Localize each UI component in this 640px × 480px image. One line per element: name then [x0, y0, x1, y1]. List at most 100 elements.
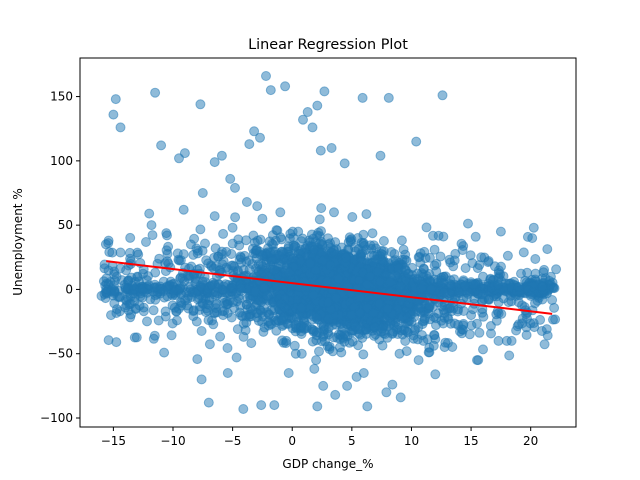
data-point: [326, 143, 337, 153]
data-point: [269, 400, 280, 411]
data-point: [120, 282, 131, 293]
data-point: [460, 263, 471, 274]
data-point: [191, 316, 202, 327]
data-point: [208, 263, 219, 274]
data-point: [537, 281, 548, 292]
x-tick-label: 0: [288, 434, 296, 448]
data-point: [296, 348, 307, 359]
data-point: [178, 204, 189, 215]
data-point: [234, 240, 245, 251]
data-point: [317, 239, 327, 250]
data-point: [355, 293, 366, 303]
data-point: [342, 380, 353, 391]
data-point: [302, 107, 313, 117]
data-point: [325, 260, 336, 271]
data-point: [146, 220, 157, 231]
data-point: [131, 332, 142, 343]
data-point: [381, 387, 392, 398]
data-point: [418, 335, 429, 346]
data-point: [319, 86, 330, 97]
data-point: [307, 336, 318, 347]
data-point: [406, 316, 417, 327]
data-point: [222, 343, 233, 353]
data-point: [428, 230, 438, 241]
data-point: [162, 230, 172, 241]
data-point: [142, 316, 152, 327]
data-point: [265, 247, 276, 258]
data-point: [288, 253, 299, 264]
data-point: [436, 278, 447, 288]
data-point: [375, 150, 386, 161]
data-point: [241, 235, 252, 246]
data-point: [245, 294, 256, 305]
data-point: [110, 94, 121, 105]
data-point: [256, 400, 267, 411]
data-point: [293, 226, 304, 237]
data-point: [312, 401, 323, 412]
data-point: [120, 302, 131, 313]
data-point: [192, 248, 203, 259]
data-point: [238, 331, 249, 342]
data-point: [464, 329, 475, 340]
x-tick-label: −5: [224, 434, 242, 448]
data-point: [241, 197, 252, 207]
data-point: [230, 182, 240, 193]
data-point: [271, 225, 282, 236]
data-point: [438, 231, 449, 242]
data-point: [115, 247, 126, 258]
data-point: [195, 224, 206, 235]
data-point: [283, 368, 294, 378]
data-point: [162, 256, 173, 267]
data-point: [220, 287, 231, 298]
data-point: [315, 145, 326, 156]
data-point: [416, 283, 427, 294]
data-point: [495, 226, 506, 237]
data-point: [530, 254, 541, 264]
data-point: [265, 85, 276, 96]
data-point: [382, 303, 393, 314]
data-point: [357, 92, 368, 103]
data-point: [213, 251, 223, 262]
data-point: [346, 310, 357, 321]
data-point: [372, 267, 383, 278]
data-point: [506, 335, 517, 346]
y-tick-label: 100: [50, 154, 73, 168]
data-point: [323, 313, 334, 324]
data-point: [209, 307, 220, 318]
data-point: [227, 222, 238, 233]
data-point: [166, 330, 177, 341]
data-point: [204, 339, 215, 350]
data-point: [489, 261, 500, 272]
data-point: [148, 333, 159, 344]
data-point: [296, 245, 306, 256]
data-point: [323, 297, 333, 308]
data-point: [289, 340, 300, 351]
data-point: [400, 265, 411, 276]
data-point: [169, 302, 180, 313]
x-tick-label: 15: [463, 434, 478, 448]
data-point: [108, 109, 119, 120]
data-point: [362, 401, 373, 412]
data-point: [203, 299, 214, 310]
data-point: [238, 318, 249, 329]
data-point: [478, 344, 488, 355]
data-point: [493, 279, 504, 290]
data-point: [197, 188, 208, 198]
data-point: [144, 280, 154, 291]
data-point: [172, 315, 182, 326]
data-point: [544, 275, 555, 286]
data-point: [257, 213, 268, 224]
data-point: [231, 352, 242, 363]
data-point: [283, 241, 294, 252]
data-point: [195, 280, 206, 291]
y-tick-label: −50: [48, 347, 73, 361]
data-point: [387, 379, 398, 390]
data-point: [325, 242, 336, 253]
x-tick-label: 10: [404, 434, 419, 448]
data-point: [236, 283, 247, 294]
data-point: [230, 212, 241, 223]
points-layer: [96, 71, 562, 414]
data-point: [162, 281, 173, 292]
regression-line: [106, 260, 553, 315]
data-point: [412, 274, 423, 285]
